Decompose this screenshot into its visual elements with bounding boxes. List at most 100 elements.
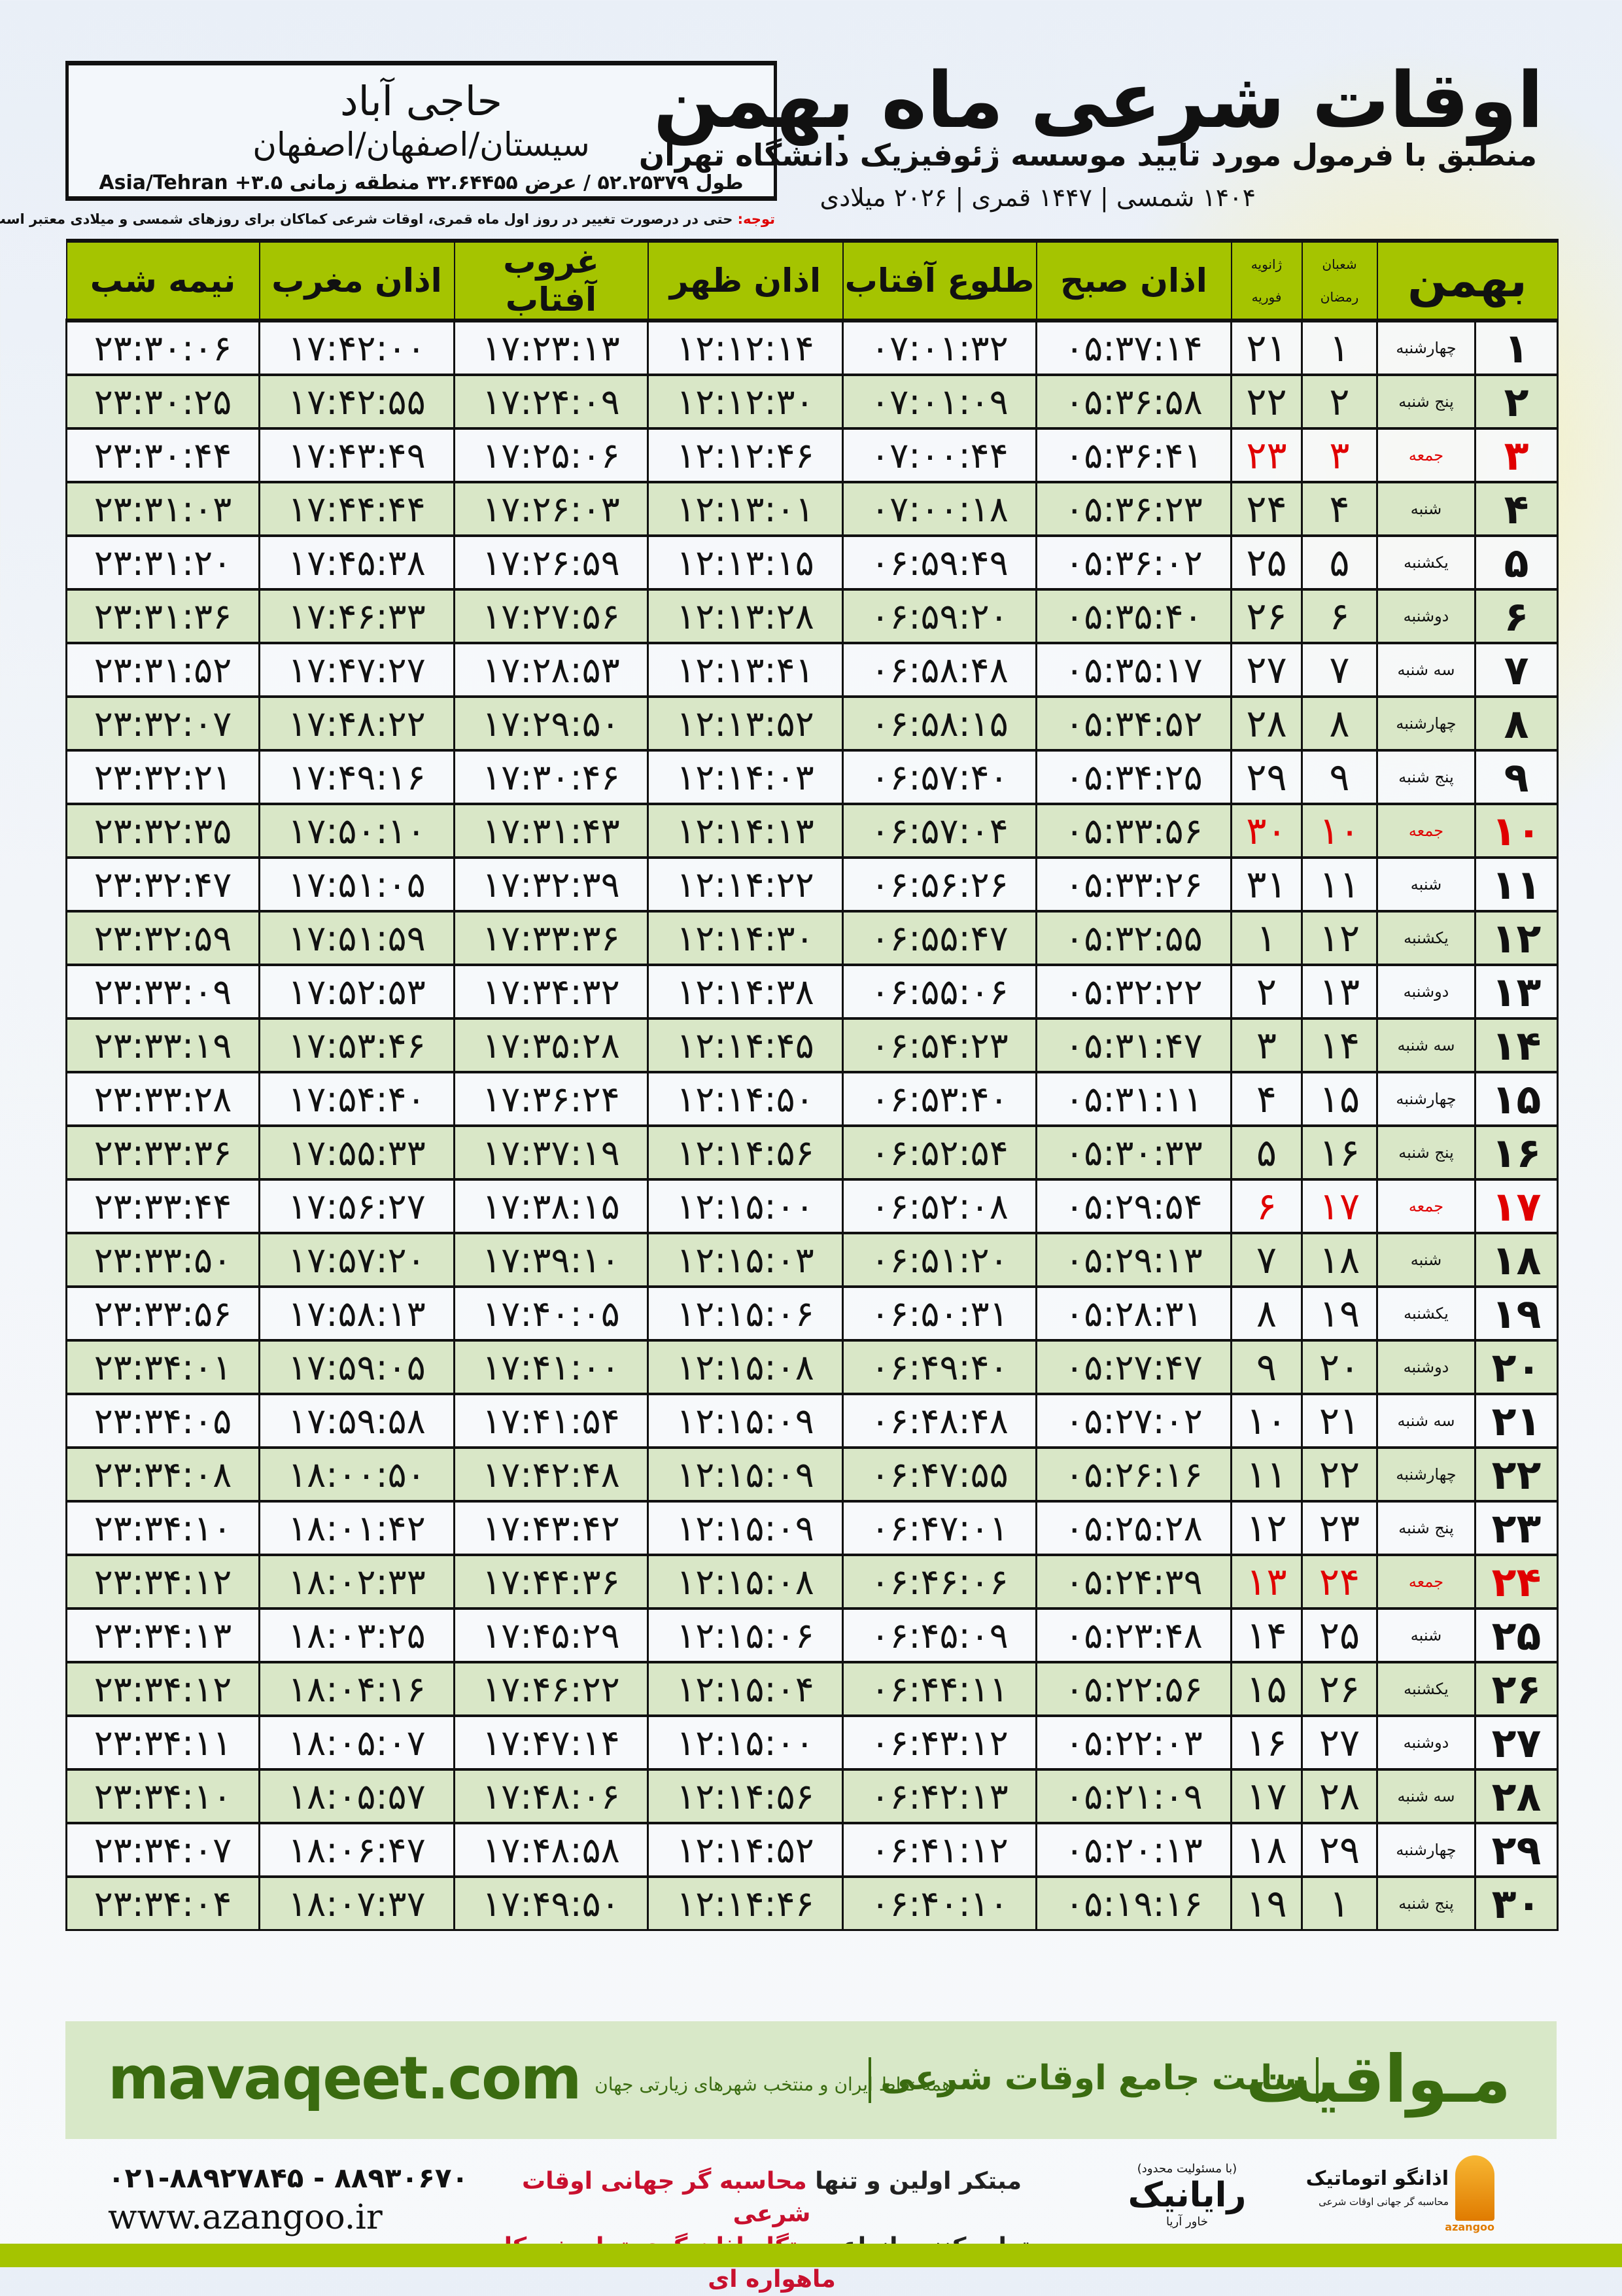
cell-dhuhr: ۱۲:۱۴:۵۲ — [647, 1822, 844, 1878]
cell-gregorian-day: ۱۶ — [1230, 1714, 1303, 1771]
cell-maghrib: ۱۷:۴۲:۵۵ — [258, 374, 455, 430]
cell-weekday: پنج شنبه — [1375, 749, 1477, 805]
cell-hijri-day: ۱۲ — [1301, 910, 1378, 966]
location-box: حاجی آباد سیستان/اصفهان/اصفهان طول ۵۲.۲۵… — [65, 61, 777, 201]
mavaqeet-banner: mavaqeet.com مـواقیت سایت جامع اوقات شرع… — [65, 2021, 1557, 2139]
note-text: حتی در درصورت تغییر در روز اول ماه قمری،… — [0, 211, 738, 227]
cell-maghrib: ۱۷:۵۸:۱۳ — [258, 1285, 455, 1342]
cell-maghrib: ۱۷:۴۹:۱۶ — [258, 749, 455, 805]
cell-hijri-day: ۱۵ — [1301, 1071, 1378, 1127]
cell-dhuhr: ۱۲:۱۵:۰۰ — [647, 1178, 844, 1234]
mavaqeet-site[interactable]: mavaqeet.com — [108, 2044, 582, 2113]
table-row: ۷ سه شنبه ۷ ۲۷ ۰۵:۳۵:۱۷ ۰۶:۵۸:۴۸ ۱۲:۱۳:۴۱ ۱۷:۲۸… — [65, 642, 1559, 698]
cell-maghrib: ۱۷:۵۹:۰۵ — [258, 1339, 455, 1395]
cell-gregorian-day: ۷ — [1230, 1232, 1303, 1288]
cell-midnight: ۲۳:۳۴:۰۷ — [65, 1822, 260, 1878]
cell-fajr: ۰۵:۳۱:۱۱ — [1035, 1071, 1232, 1127]
cell-maghrib: ۱۷:۴۴:۴۴ — [258, 481, 455, 537]
cell-sunset: ۱۷:۴۴:۳۶ — [453, 1554, 649, 1610]
location-path: سیستان/اصفهان/اصفهان — [252, 126, 590, 164]
cell-hijri-day: ۲۹ — [1301, 1822, 1378, 1878]
cell-gregorian-day: ۳ — [1230, 1017, 1303, 1073]
cell-hijri-day: ۱ — [1301, 319, 1378, 376]
cell-maghrib: ۱۸:۰۶:۴۷ — [258, 1822, 455, 1878]
cell-dhuhr: ۱۲:۱۴:۵۶ — [647, 1768, 844, 1824]
mavaqeet-brand: مـواقیت — [1245, 2041, 1511, 2117]
cell-day: ۲۶ — [1474, 1661, 1559, 1717]
cell-dhuhr: ۱۲:۱۲:۴۶ — [647, 427, 844, 483]
cell-sunrise: ۰۶:۵۸:۴۸ — [842, 642, 1037, 698]
mavaqeet-tagline-sub: همه نقاط ایران و منتخب شهرهای زیارتی جها… — [595, 2074, 952, 2095]
cell-sunset: ۱۷:۳۸:۱۵ — [453, 1178, 649, 1234]
cell-gregorian-day: ۲ — [1230, 964, 1303, 1020]
cell-hijri-day: ۲۷ — [1301, 1714, 1378, 1771]
header-sunrise: طلوع آفتاب — [842, 239, 1037, 322]
table-row: ۱ چهارشنبه ۱ ۲۱ ۰۵:۳۷:۱۴ ۰۷:۰۱:۳۲ ۱۲:۱۲:۱۴ ۱۷:۲… — [65, 319, 1559, 376]
cell-sunrise: ۰۶:۴۲:۱۳ — [842, 1768, 1037, 1824]
cell-gregorian-day: ۱۵ — [1230, 1661, 1303, 1717]
cell-sunset: ۱۷:۴۵:۲۹ — [453, 1607, 649, 1663]
cell-midnight: ۲۳:۳۳:۵۶ — [65, 1285, 260, 1342]
cell-fajr: ۰۵:۲۹:۱۳ — [1035, 1232, 1232, 1288]
cell-maghrib: ۱۷:۵۴:۴۰ — [258, 1071, 455, 1127]
cell-weekday: چهارشنبه — [1375, 695, 1477, 752]
cell-sunset: ۱۷:۴۲:۴۸ — [453, 1446, 649, 1503]
cell-day: ۲۸ — [1474, 1768, 1559, 1824]
cell-fajr: ۰۵:۲۵:۲۸ — [1035, 1500, 1232, 1556]
cell-sunrise: ۰۶:۴۹:۴۰ — [842, 1339, 1037, 1395]
cell-sunrise: ۰۶:۴۷:۰۱ — [842, 1500, 1037, 1556]
cell-day: ۱ — [1474, 319, 1559, 376]
cell-fajr: ۰۵:۳۴:۵۲ — [1035, 695, 1232, 752]
cell-dhuhr: ۱۲:۱۵:۰۹ — [647, 1500, 844, 1556]
cell-sunrise: ۰۶:۵۹:۲۰ — [842, 588, 1037, 644]
header-greg-2: فوریه — [1251, 289, 1282, 305]
header-fajr: اذان صبح — [1035, 239, 1232, 322]
cell-day: ۲۷ — [1474, 1714, 1559, 1771]
cell-maghrib: ۱۷:۴۷:۲۷ — [258, 642, 455, 698]
cell-sunrise: ۰۶:۵۱:۲۰ — [842, 1232, 1037, 1288]
cell-fajr: ۰۵:۱۹:۱۶ — [1035, 1875, 1232, 1931]
table-row: ۱۲ یکشنبه ۱۲ ۱ ۰۵:۳۲:۵۵ ۰۶:۵۵:۴۷ ۱۲:۱۴:۳۰ ۱۷:۳۳… — [65, 910, 1559, 966]
cell-weekday: شنبه — [1375, 1232, 1477, 1288]
cell-fajr: ۰۵:۲۱:۰۹ — [1035, 1768, 1232, 1824]
table-row: ۴ شنبه ۴ ۲۴ ۰۵:۳۶:۲۳ ۰۷:۰۰:۱۸ ۱۲:۱۳:۰۱ ۱۷:۲۶:۰۳… — [65, 481, 1559, 537]
table-row: ۲۶ یکشنبه ۲۶ ۱۵ ۰۵:۲۲:۵۶ ۰۶:۴۴:۱۱ ۱۲:۱۵:۰۴ ۱۷:۴… — [65, 1661, 1559, 1717]
cell-weekday: چهارشنبه — [1375, 1071, 1477, 1127]
cell-gregorian-day: ۲۷ — [1230, 642, 1303, 698]
cell-dhuhr: ۱۲:۱۴:۰۳ — [647, 749, 844, 805]
cell-day: ۸ — [1474, 695, 1559, 752]
cell-maghrib: ۱۸:۰۳:۲۵ — [258, 1607, 455, 1663]
header-hijri: شعبان رمضان — [1301, 239, 1378, 322]
cell-hijri-day: ۲۲ — [1301, 1446, 1378, 1503]
tagline-text: سایت جامع اوقات شرعی — [880, 2059, 1307, 2098]
cell-fajr: ۰۵:۳۲:۵۵ — [1035, 910, 1232, 966]
header-dhuhr: اذان ظهر — [647, 239, 844, 322]
cell-day: ۹ — [1474, 749, 1559, 805]
cell-day: ۵ — [1474, 534, 1559, 591]
cell-midnight: ۲۳:۳۴:۰۴ — [65, 1875, 260, 1931]
rayanik-name: رایانیک — [1128, 2176, 1247, 2215]
cell-dhuhr: ۱۲:۱۵:۰۰ — [647, 1714, 844, 1771]
azangoo-website[interactable]: www.azangoo.ir — [108, 2198, 383, 2237]
cell-sunrise: ۰۶:۵۴:۲۳ — [842, 1017, 1037, 1073]
minaret-icon — [1455, 2155, 1494, 2221]
cell-dhuhr: ۱۲:۱۵:۰۴ — [647, 1661, 844, 1717]
cell-fajr: ۰۵:۲۳:۴۸ — [1035, 1607, 1232, 1663]
table-row: ۲ پنج شنبه ۲ ۲۲ ۰۵:۳۶:۵۸ ۰۷:۰۱:۰۹ ۱۲:۱۲:۳۰ ۱۷:۲… — [65, 374, 1559, 430]
location-city: حاجی آباد — [340, 77, 502, 125]
cell-sunrise: ۰۶:۵۳:۴۰ — [842, 1071, 1037, 1127]
cell-weekday: سه شنبه — [1375, 1768, 1477, 1824]
cell-dhuhr: ۱۲:۱۵:۰۸ — [647, 1339, 844, 1395]
cell-weekday: چهارشنبه — [1375, 319, 1477, 376]
table-row: ۱۷ جمعه ۱۷ ۶ ۰۵:۲۹:۵۴ ۰۶:۵۲:۰۸ ۱۲:۱۵:۰۰ ۱۷:۳۸:۱… — [65, 1178, 1559, 1234]
cell-dhuhr: ۱۲:۱۳:۱۵ — [647, 534, 844, 591]
cell-weekday: دوشنبه — [1375, 588, 1477, 644]
cell-fajr: ۰۵:۲۰:۱۳ — [1035, 1822, 1232, 1878]
cell-midnight: ۲۳:۳۱:۲۰ — [65, 534, 260, 591]
cell-maghrib: ۱۷:۴۲:۰۰ — [258, 319, 455, 376]
cell-sunrise: ۰۶:۴۰:۱۰ — [842, 1875, 1037, 1931]
location-coords: طول ۵۲.۲۵۳۷۹ / عرض ۳۲.۶۴۴۵۵ منطقه زمانی … — [99, 171, 744, 194]
cell-weekday: سه شنبه — [1375, 642, 1477, 698]
cell-midnight: ۲۳:۳۲:۲۱ — [65, 749, 260, 805]
cell-day: ۲۰ — [1474, 1339, 1559, 1395]
